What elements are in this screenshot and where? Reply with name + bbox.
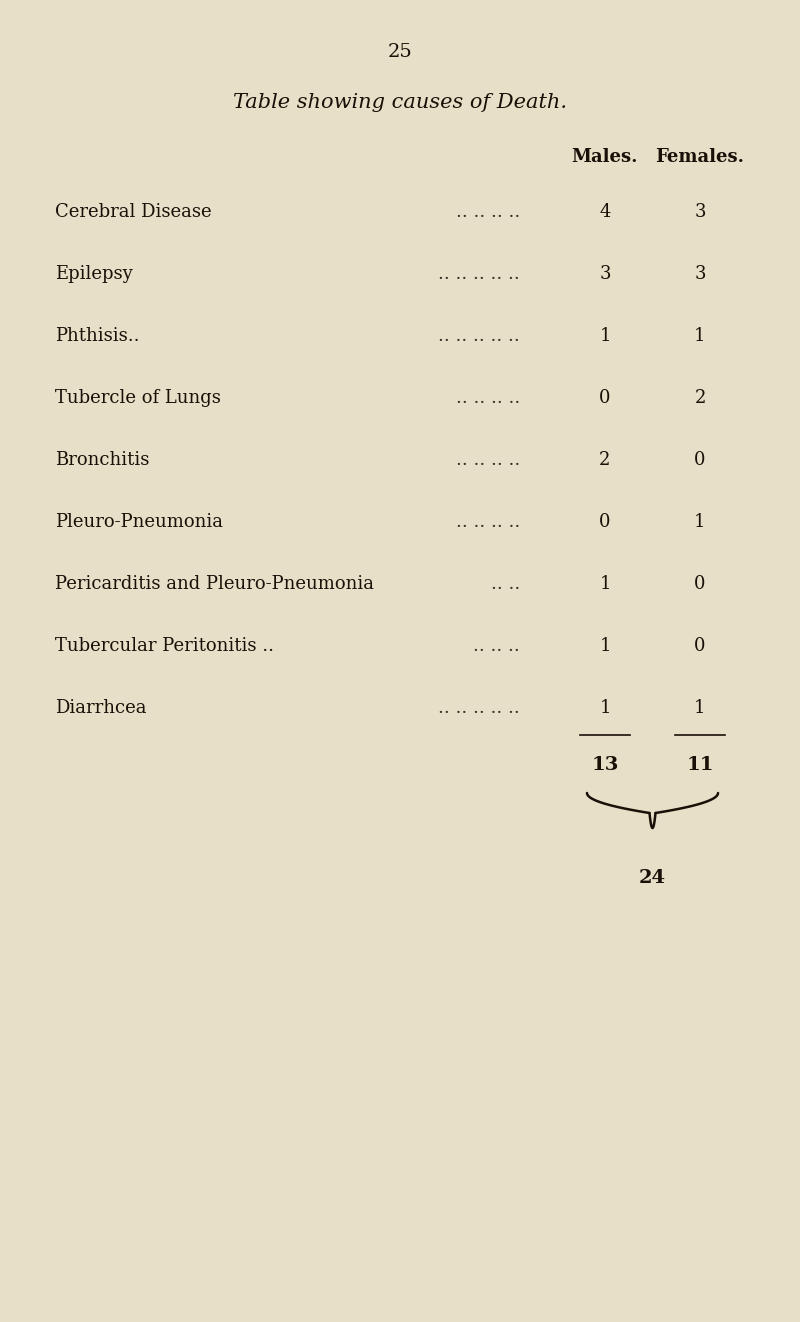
Text: 13: 13 bbox=[591, 756, 618, 773]
Text: 1: 1 bbox=[599, 637, 610, 654]
Text: Cerebral Disease: Cerebral Disease bbox=[55, 204, 212, 221]
Text: .. ..: .. .. bbox=[490, 575, 520, 594]
Text: Tubercle of Lungs: Tubercle of Lungs bbox=[55, 389, 221, 407]
Text: Epilepsy: Epilepsy bbox=[55, 264, 133, 283]
Text: Bronchitis: Bronchitis bbox=[55, 451, 150, 469]
Text: 0: 0 bbox=[599, 513, 610, 531]
Text: .. .. .. .. ..: .. .. .. .. .. bbox=[438, 264, 520, 283]
Text: Females.: Females. bbox=[655, 148, 745, 167]
Text: 25: 25 bbox=[388, 44, 412, 61]
Text: 24: 24 bbox=[639, 869, 666, 887]
Text: Pericarditis and Pleuro-Pneumonia: Pericarditis and Pleuro-Pneumonia bbox=[55, 575, 374, 594]
Text: 0: 0 bbox=[694, 451, 706, 469]
Text: 3: 3 bbox=[599, 264, 610, 283]
Text: .. .. .. .. ..: .. .. .. .. .. bbox=[438, 699, 520, 717]
Text: 1: 1 bbox=[694, 327, 706, 345]
Text: 2: 2 bbox=[599, 451, 610, 469]
Text: 1: 1 bbox=[599, 699, 610, 717]
Text: 0: 0 bbox=[599, 389, 610, 407]
Text: 0: 0 bbox=[694, 637, 706, 654]
Text: 1: 1 bbox=[694, 513, 706, 531]
Text: 4: 4 bbox=[599, 204, 610, 221]
Text: .. .. .. ..: .. .. .. .. bbox=[456, 204, 520, 221]
Text: Table showing causes of Death.: Table showing causes of Death. bbox=[233, 93, 567, 111]
Text: 1: 1 bbox=[599, 327, 610, 345]
Text: 1: 1 bbox=[599, 575, 610, 594]
Text: .. .. ..: .. .. .. bbox=[474, 637, 520, 654]
Text: 1: 1 bbox=[694, 699, 706, 717]
Text: .. .. .. ..: .. .. .. .. bbox=[456, 451, 520, 469]
Text: Males.: Males. bbox=[572, 148, 638, 167]
Text: Diarrhcea: Diarrhcea bbox=[55, 699, 146, 717]
Text: .. .. .. ..: .. .. .. .. bbox=[456, 513, 520, 531]
Text: 3: 3 bbox=[694, 204, 706, 221]
Text: Pleuro-Pneumonia: Pleuro-Pneumonia bbox=[55, 513, 223, 531]
Text: 3: 3 bbox=[694, 264, 706, 283]
Text: Tubercular Peritonitis ..: Tubercular Peritonitis .. bbox=[55, 637, 274, 654]
Text: 2: 2 bbox=[694, 389, 706, 407]
Text: .. .. .. .. ..: .. .. .. .. .. bbox=[438, 327, 520, 345]
Text: .. .. .. ..: .. .. .. .. bbox=[456, 389, 520, 407]
Text: Phthisis..: Phthisis.. bbox=[55, 327, 139, 345]
Text: 11: 11 bbox=[686, 756, 714, 773]
Text: 0: 0 bbox=[694, 575, 706, 594]
